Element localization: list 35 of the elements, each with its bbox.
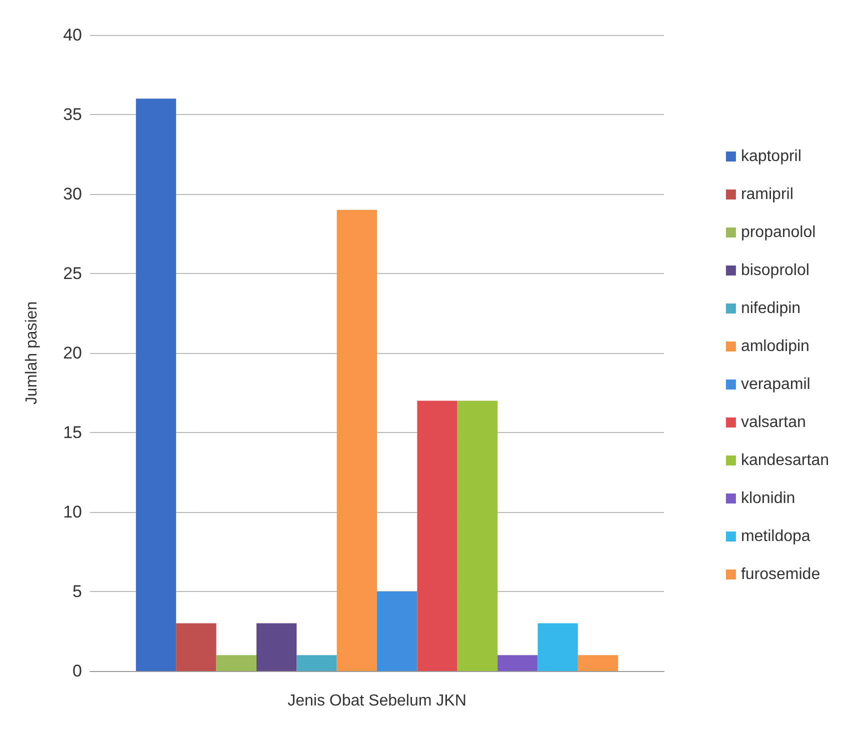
legend-label: kaptopril — [740, 148, 802, 165]
x-axis-title: Jenis Obat Sebelum JKN — [288, 692, 466, 710]
legend-label: verapamil — [740, 376, 810, 393]
y-tick-label: 15 — [63, 423, 82, 442]
legend-label: bisoprolol — [740, 262, 810, 279]
y-tick-label: 0 — [72, 662, 82, 680]
legend-label: propanolol — [740, 224, 816, 241]
legend-label: valsartan — [740, 414, 806, 431]
y-tick-label: 35 — [63, 105, 82, 124]
bar — [336, 210, 377, 671]
bar — [256, 623, 297, 671]
legend-label: nifedipin — [740, 300, 801, 317]
bar — [377, 592, 418, 671]
y-tick-label: 5 — [72, 582, 82, 601]
bar — [538, 623, 578, 671]
bar — [296, 655, 337, 671]
legend-label: klonidin — [740, 490, 796, 507]
y-tick-label: 30 — [63, 184, 82, 204]
legend-label: ramipril — [740, 186, 794, 203]
y-tick-label: 20 — [63, 344, 82, 362]
legend-label: metildopa — [740, 528, 810, 545]
legend-label: amlodipin — [740, 338, 810, 355]
bar — [498, 655, 538, 671]
y-axis-title: Jumlah pasien — [24, 301, 40, 405]
legend-label: furosemide — [740, 566, 820, 583]
y-tick-label: 10 — [63, 502, 82, 522]
legend-label: kandesartan — [740, 452, 829, 469]
y-tick-label: 25 — [63, 264, 82, 283]
bar — [578, 655, 618, 671]
bar — [417, 400, 458, 671]
bar — [457, 400, 498, 671]
y-tick-label: 40 — [63, 26, 82, 44]
bar — [216, 655, 256, 671]
bar — [136, 98, 176, 671]
bar — [176, 623, 216, 671]
